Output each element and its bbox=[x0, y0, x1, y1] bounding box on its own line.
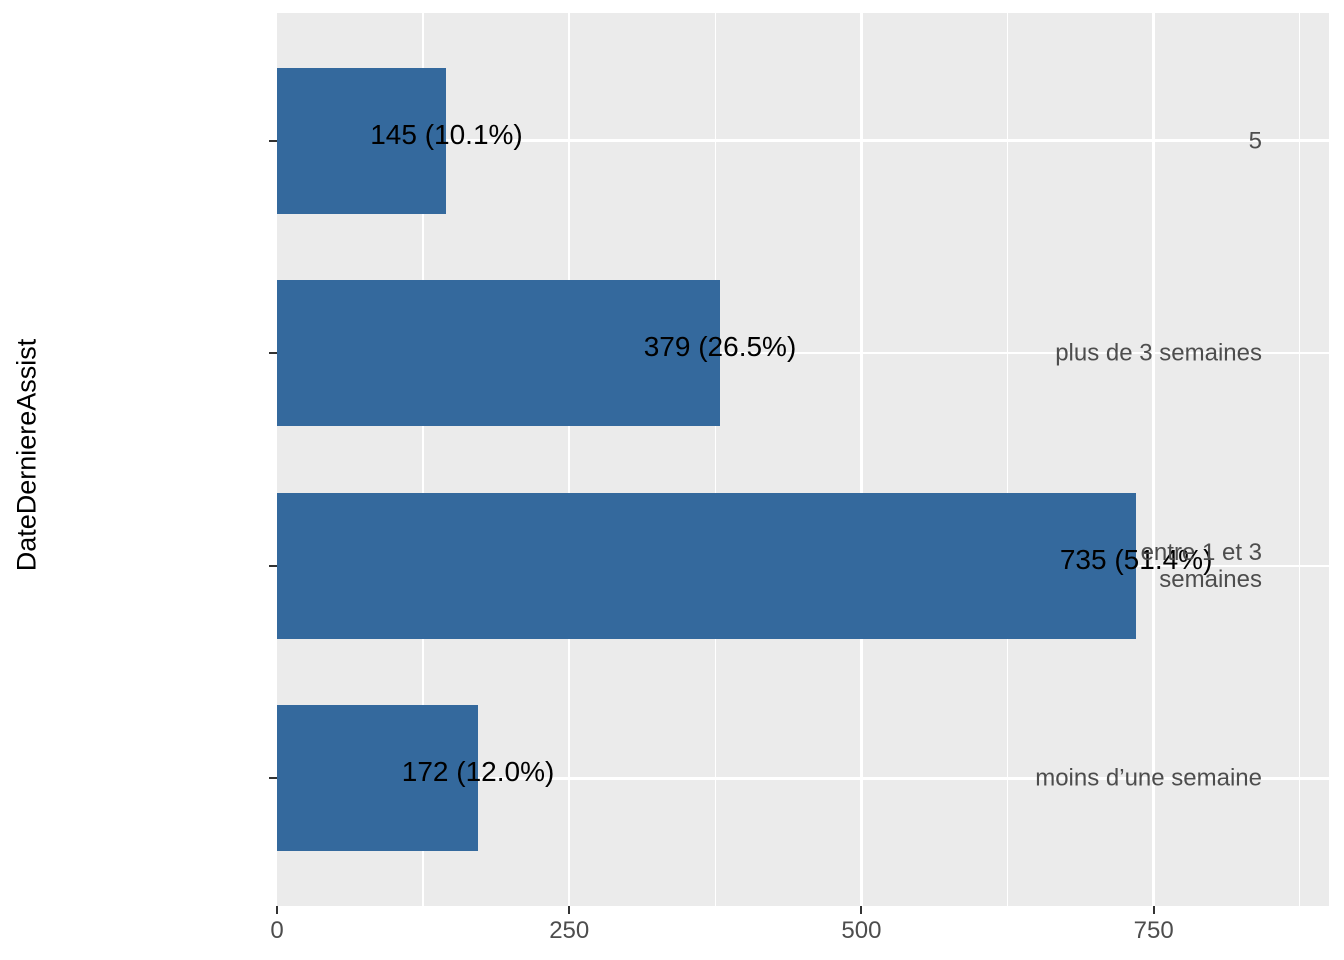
y-category-label: plus de 3 semaines bbox=[1055, 339, 1262, 367]
x-tick bbox=[1152, 906, 1155, 914]
x-gridline-minor bbox=[422, 13, 424, 906]
y-axis-title: DateDerniereAssist bbox=[11, 338, 42, 572]
bar bbox=[277, 492, 1137, 639]
y-category-label: entre 1 et 3 semaines bbox=[1140, 538, 1262, 593]
x-tick bbox=[276, 906, 278, 914]
y-gridline-major bbox=[277, 777, 1329, 780]
y-tick bbox=[269, 777, 277, 780]
x-tick bbox=[568, 906, 571, 914]
x-tick-label: 750 bbox=[1133, 917, 1174, 944]
x-gridline-major bbox=[860, 13, 863, 906]
bar bbox=[277, 280, 720, 427]
y-gridline-major bbox=[277, 139, 1329, 142]
x-gridline-major bbox=[1152, 13, 1155, 906]
y-tick bbox=[269, 352, 277, 355]
x-tick-label: 500 bbox=[841, 917, 882, 944]
y-gridline-major bbox=[277, 351, 1329, 355]
bar-value-label: 735 (51.4%) bbox=[1059, 543, 1213, 575]
bar bbox=[277, 705, 479, 852]
y-tick bbox=[269, 564, 277, 567]
x-gridline-major bbox=[568, 13, 571, 906]
bar-value-label: 145 (10.1%) bbox=[370, 118, 523, 150]
plot-panel: 145 (10.1%) 379 (26.5%) 735 (51.4%) 172 (12… bbox=[277, 13, 1329, 906]
bar bbox=[277, 67, 447, 214]
y-tick bbox=[269, 139, 277, 142]
bar-value-label: 379 (26.5%) bbox=[643, 331, 797, 363]
bar-value-label: 172 (12.0%) bbox=[401, 756, 555, 788]
x-gridline-minor bbox=[1299, 13, 1301, 906]
y-category-label: 5 bbox=[1248, 127, 1262, 155]
x-tick bbox=[860, 906, 863, 914]
x-gridline-minor bbox=[1006, 13, 1009, 906]
x-gridline-minor bbox=[714, 13, 716, 906]
x-tick-label: 250 bbox=[549, 917, 590, 944]
y-category-label: moins d’une semaine bbox=[1035, 764, 1262, 792]
x-tick-label: 0 bbox=[270, 917, 284, 944]
